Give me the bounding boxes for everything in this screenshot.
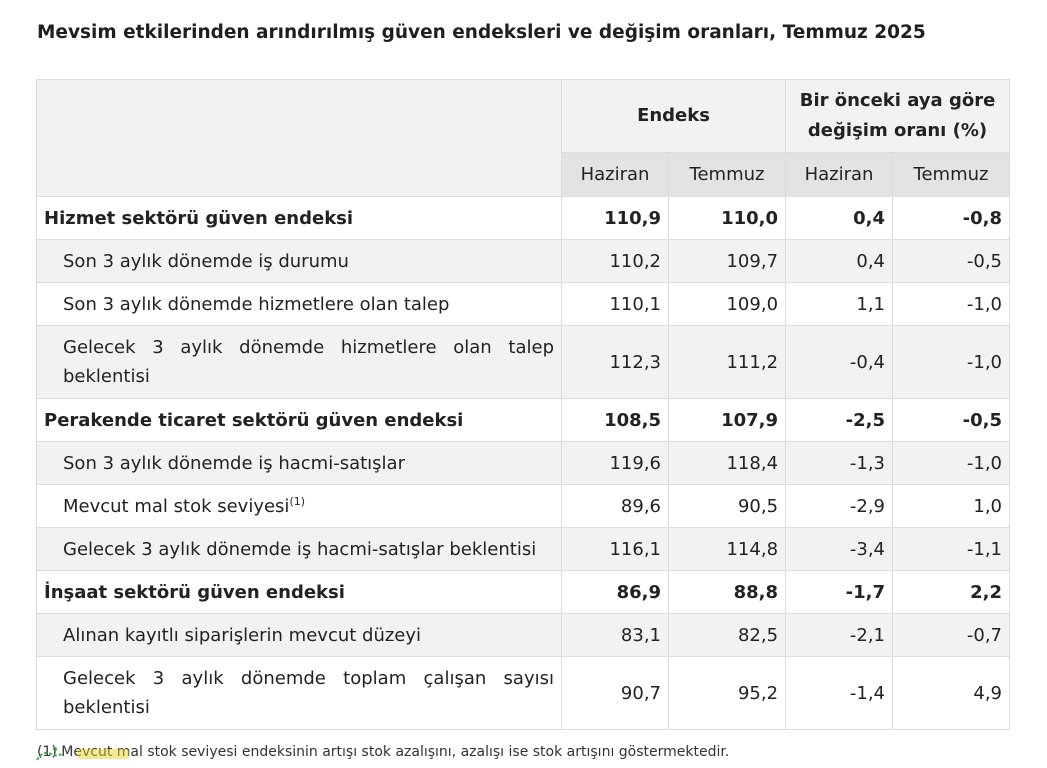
table-row: Gelecek 3 aylık dönemde iş hacmi-satışla…: [36, 527, 1011, 571]
cell-change-july: 1,0: [892, 484, 1011, 528]
cell-change-june: -0,4: [785, 325, 894, 399]
cell-index-june: 110,2: [561, 239, 669, 283]
cell-index-july: 107,9: [667, 398, 787, 442]
row-label: Perakende ticaret sektörü güven endeksi: [36, 398, 562, 442]
table-row: Gelecek 3 aylık dönemde toplam çalışan s…: [36, 656, 1011, 730]
header-change-june: Haziran: [785, 152, 894, 197]
cell-change-july: -1,0: [892, 441, 1011, 485]
row-label: İnşaat sektörü güven endeksi: [36, 570, 562, 614]
header-index-june: Haziran: [561, 152, 669, 197]
cell-index-june: 119,6: [561, 441, 669, 485]
cell-change-july: -1,0: [892, 325, 1011, 399]
row-label: Alınan kayıtlı siparişlerin mevcut düzey…: [36, 613, 562, 657]
table-row: İnşaat sektörü güven endeksi 86,9 88,8 -…: [36, 570, 1011, 614]
cell-change-june: -1,3: [785, 441, 894, 485]
cell-index-june: 112,3: [561, 325, 669, 399]
row-label-text: Mevcut mal stok seviyesi: [63, 495, 290, 517]
cell-change-june: -2,9: [785, 484, 894, 528]
row-label: Gelecek 3 aylık dönemde hizmetlere olan …: [36, 325, 562, 399]
header-change-july: Temmuz: [892, 152, 1011, 197]
cell-index-july: 90,5: [667, 484, 787, 528]
cell-change-june: -2,5: [785, 398, 894, 442]
row-label: Gelecek 3 aylık dönemde toplam çalışan s…: [36, 656, 562, 730]
cell-change-july: -0,8: [892, 196, 1011, 240]
cell-change-july: -1,0: [892, 282, 1011, 326]
cell-index-july: 82,5: [667, 613, 787, 657]
cell-change-june: -3,4: [785, 527, 894, 571]
cell-index-june: 83,1: [561, 613, 669, 657]
cell-index-june: 108,5: [561, 398, 669, 442]
cell-index-july: 88,8: [667, 570, 787, 614]
cell-change-june: 0,4: [785, 196, 894, 240]
page-title: Mevsim etkilerinden arındırılmış güven e…: [37, 22, 926, 43]
confidence-index-table: Endeks Bir önceki aya göre değişim oranı…: [36, 79, 1011, 730]
cell-change-july: -0,5: [892, 239, 1011, 283]
cell-index-june: 90,7: [561, 656, 669, 730]
row-label: Son 3 aylık dönemde iş hacmi-satışlar: [36, 441, 562, 485]
row-label: Hizmet sektörü güven endeksi: [36, 196, 562, 240]
row-label: Mevcut mal stok seviyesi(1): [36, 484, 562, 528]
cell-change-june: -2,1: [785, 613, 894, 657]
row-label: Son 3 aylık dönemde iş durumu: [36, 239, 562, 283]
cell-index-june: 116,1: [561, 527, 669, 571]
table-row: Gelecek 3 aylık dönemde hizmetlere olan …: [36, 325, 1011, 399]
row-label: Gelecek 3 aylık dönemde iş hacmi-satışla…: [36, 527, 562, 571]
cell-index-july: 109,7: [667, 239, 787, 283]
cell-change-july: -0,5: [892, 398, 1011, 442]
row-label: Son 3 aylık dönemde hizmetlere olan tale…: [36, 282, 562, 326]
table-row: Perakende ticaret sektörü güven endeksi …: [36, 398, 1011, 442]
cell-index-june: 110,1: [561, 282, 669, 326]
cell-index-june: 89,6: [561, 484, 669, 528]
cell-change-june: 0,4: [785, 239, 894, 283]
cell-change-june: -1,4: [785, 656, 894, 730]
footnote-marker: (1): [289, 494, 306, 508]
cell-change-july: -0,7: [892, 613, 1011, 657]
table-footnote: (1) Mevcut mal stok seviyesi endeksinin …: [37, 744, 730, 760]
cell-index-july: 111,2: [667, 325, 787, 399]
watermark-logo-icon: [36, 747, 129, 761]
table-row: Son 3 aylık dönemde iş hacmi-satışlar 11…: [36, 441, 1011, 485]
cell-index-july: 110,0: [667, 196, 787, 240]
cell-change-july: -1,1: [892, 527, 1011, 571]
table-row: Alınan kayıtlı siparişlerin mevcut düzey…: [36, 613, 1011, 657]
table-row: Son 3 aylık dönemde hizmetlere olan tale…: [36, 282, 1011, 326]
table-row: Hizmet sektörü güven endeksi 110,9 110,0…: [36, 196, 1011, 240]
cell-change-july: 4,9: [892, 656, 1011, 730]
cell-change-june: -1,7: [785, 570, 894, 614]
header-change-group: Bir önceki aya göre değişim oranı (%): [785, 79, 1011, 153]
cell-change-july: 2,2: [892, 570, 1011, 614]
table-row: Mevcut mal stok seviyesi(1) 89,6 90,5 -2…: [36, 484, 1011, 528]
cell-change-june: 1,1: [785, 282, 894, 326]
table-row: Son 3 aylık dönemde iş durumu 110,2 109,…: [36, 239, 1011, 283]
cell-index-july: 114,8: [667, 527, 787, 571]
cell-index-june: 86,9: [561, 570, 669, 614]
cell-index-july: 109,0: [667, 282, 787, 326]
header-index-july: Temmuz: [667, 152, 787, 197]
cell-index-june: 110,9: [561, 196, 669, 240]
header-corner-cell: [36, 79, 562, 197]
cell-index-july: 95,2: [667, 656, 787, 730]
header-index-group: Endeks: [560, 79, 787, 153]
cell-index-july: 118,4: [667, 441, 787, 485]
